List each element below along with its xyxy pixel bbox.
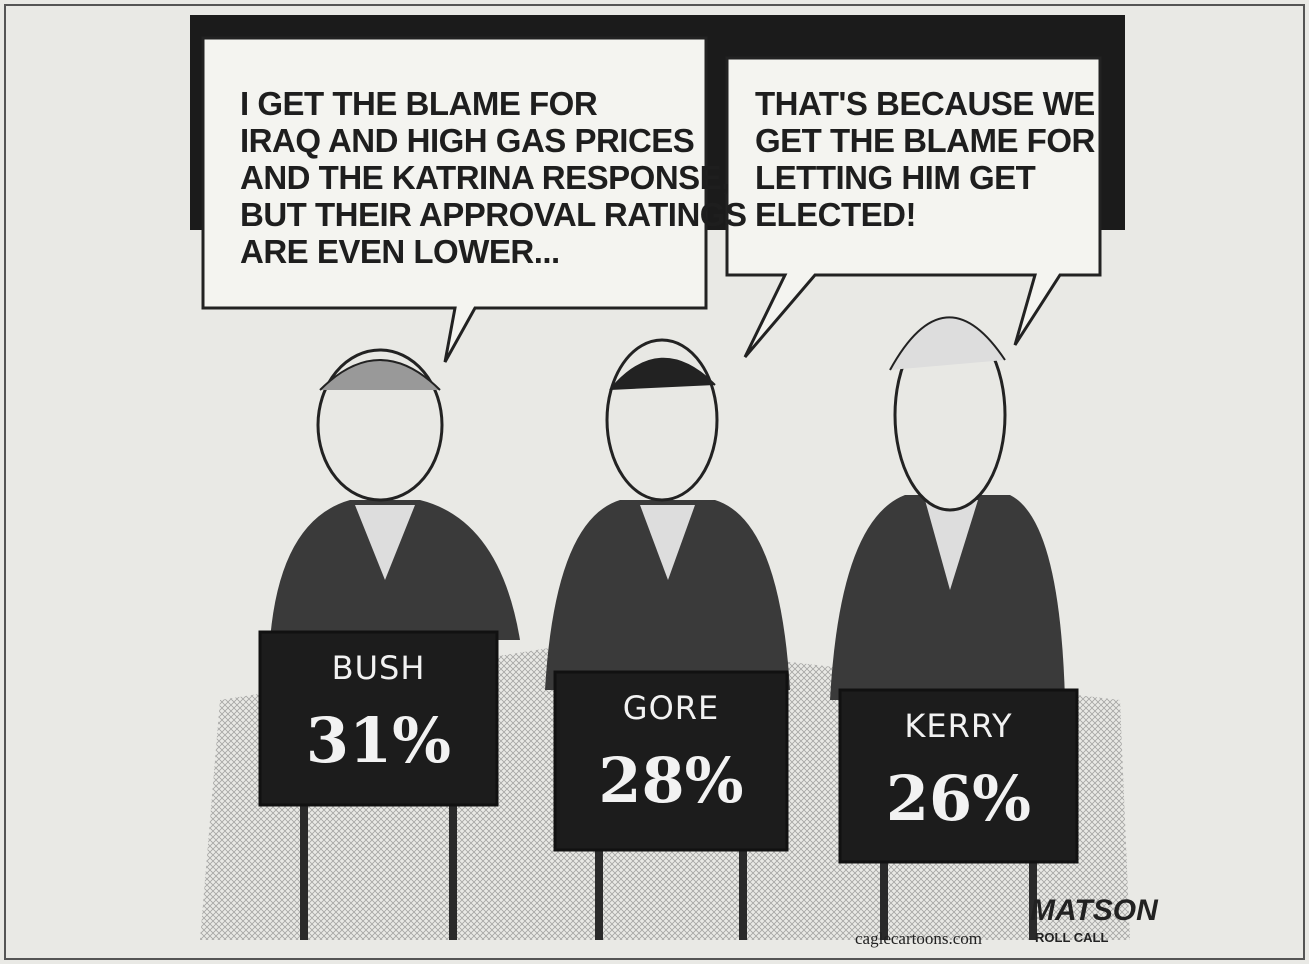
figure-bush (270, 348, 520, 640)
signature: MATSON (1030, 894, 1159, 927)
figure-gore (545, 338, 790, 690)
podium-leg (739, 850, 747, 940)
speech-bubble (725, 56, 1102, 358)
podium-leg (595, 850, 603, 940)
bubble-line: ARE EVEN LOWER... (240, 233, 560, 270)
podium-rating: 31% (306, 704, 451, 777)
bubble-line: ELECTED! (755, 196, 916, 233)
bubble-line: BUT THEIR APPROVAL RATINGS (240, 196, 746, 233)
bubble-line: GET THE BLAME FOR (755, 122, 1095, 159)
podium-leg (1029, 862, 1037, 940)
podium-name: KERRY (904, 707, 1012, 745)
bubble-line: I GET THE BLAME FOR (240, 85, 598, 122)
podium-leg (880, 862, 888, 940)
podium (553, 670, 789, 852)
speech-bubble (201, 36, 708, 363)
credit: caglecartoons.com (855, 929, 982, 948)
bubble-line: IRAQ AND HIGH GAS PRICES (240, 122, 694, 159)
podium-leg (449, 805, 457, 940)
podium-rating: 28% (598, 744, 743, 817)
podium-name: BUSH (332, 649, 426, 687)
podium-leg (300, 805, 308, 940)
frame (4, 4, 1305, 960)
podiums: BUSH 31% GORE 28% KERRY 26% (258, 630, 1079, 940)
podium-rating: 26% (886, 762, 1031, 835)
podium (258, 630, 499, 807)
bubble-line: AND THE KATRINA RESPONSE, (240, 159, 730, 196)
bubble-line: LETTING HIM GET (755, 159, 1036, 196)
figure-kerry (830, 316, 1065, 700)
bubble-line: THAT'S BECAUSE WE (755, 85, 1095, 122)
podium-name: GORE (623, 689, 719, 727)
podium (838, 688, 1079, 864)
publication: ROLL CALL (1035, 930, 1108, 945)
